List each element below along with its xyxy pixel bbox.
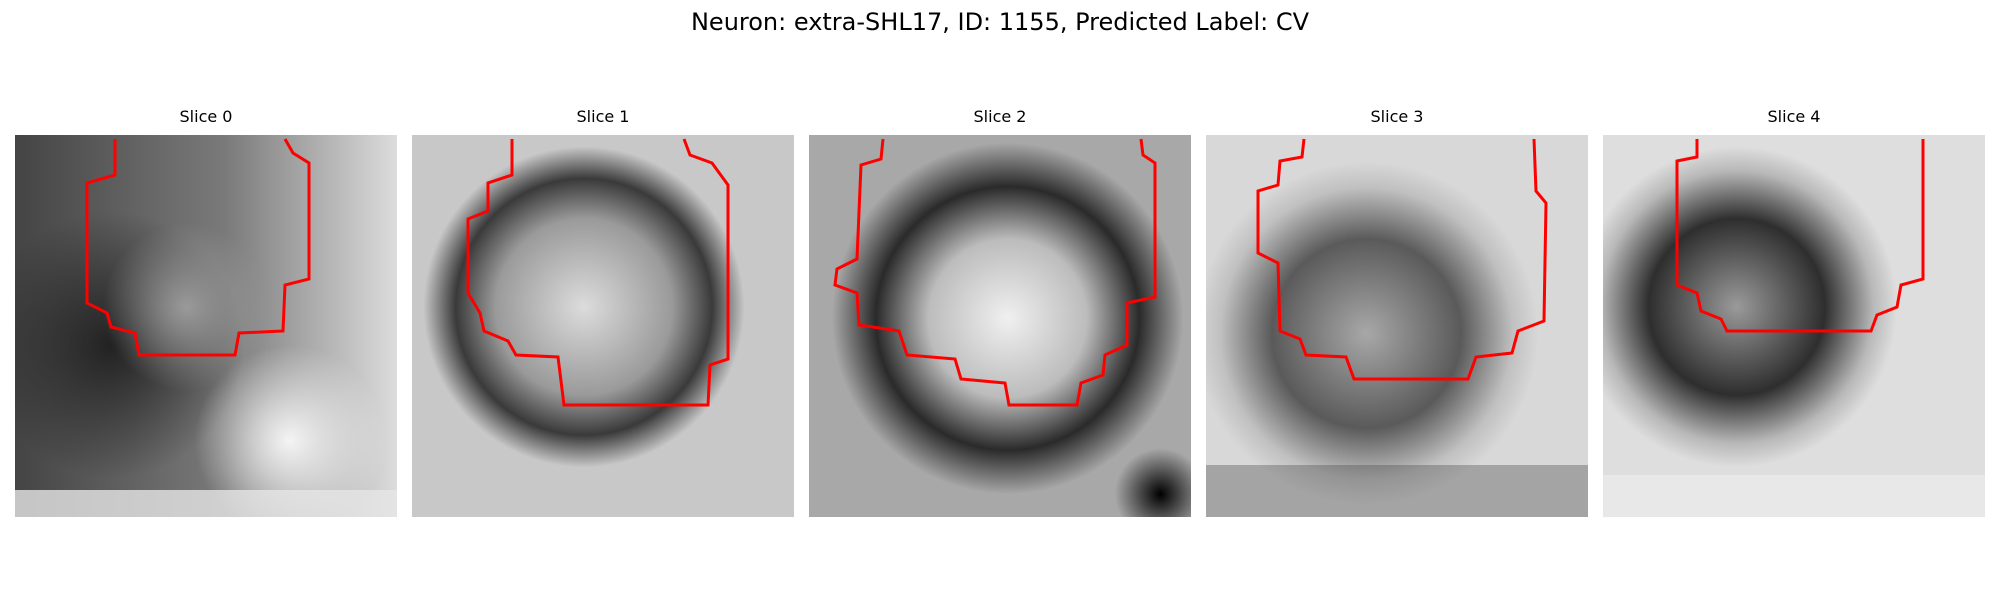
slice-image-3 [1206, 135, 1588, 517]
slice-panel-3: Slice 3 [1206, 107, 1588, 517]
slice-panel-4: Slice 4 [1603, 107, 1985, 517]
slice-image-2 [809, 135, 1191, 517]
slice-panel-2: Slice 2 [809, 107, 1191, 517]
slice-panel-0: Slice 0 [15, 107, 397, 517]
slice-image-1 [412, 135, 794, 517]
slice-image-0 [15, 135, 397, 517]
contour-outline-2 [833, 138, 1157, 407]
contour-outline-1 [466, 138, 730, 407]
slice-title-2: Slice 2 [973, 107, 1027, 126]
slice-title-0: Slice 0 [179, 107, 233, 126]
figure-title: Neuron: extra-SHL17, ID: 1155, Predicted… [690, 8, 1310, 36]
slice-title-3: Slice 3 [1370, 107, 1424, 126]
slice-title-4: Slice 4 [1767, 107, 1821, 126]
contour-outline-0 [85, 138, 311, 357]
slice-panel-1: Slice 1 [412, 107, 794, 517]
slice-title-1: Slice 1 [576, 107, 630, 126]
contour-outline-3 [1256, 138, 1548, 381]
contour-outline-4 [1675, 139, 1925, 333]
slice-image-4 [1603, 135, 1985, 517]
